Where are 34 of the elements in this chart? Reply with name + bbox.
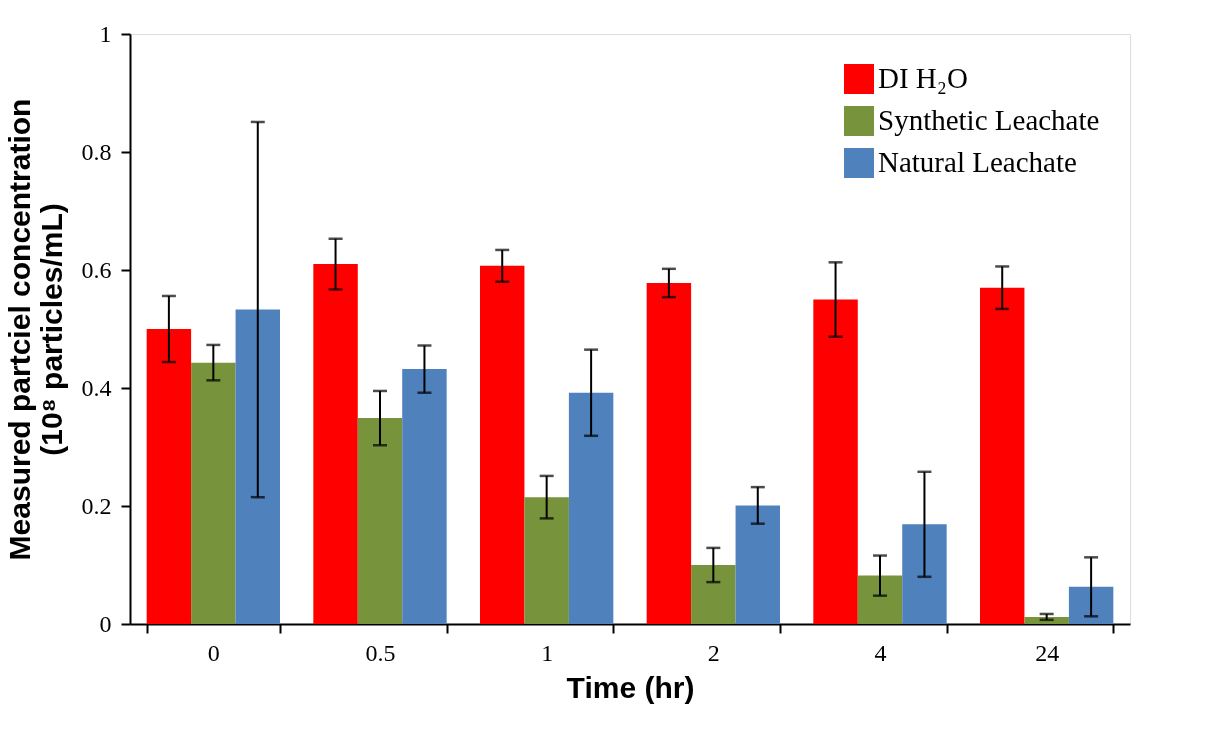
bar [902,524,947,624]
y-axis-title: Measured partciel concentration (10⁸ particles/mL) [2,98,68,561]
bar [691,565,736,624]
bar [235,309,280,624]
y-tick-label: 0.6 [81,256,112,283]
legend-label: Synthetic Leachate [878,104,1100,136]
x-tick-label: 24 [1035,639,1060,666]
bar [402,369,447,624]
bar [480,265,525,624]
bar [357,418,403,624]
bar [857,575,903,624]
bar [146,329,192,624]
y-tick-label: 1 [99,20,112,47]
bar [568,392,614,624]
x-tick-label: 2 [707,639,720,666]
y-tick-label: 0.2 [81,492,112,519]
legend-label: DI H₂O [878,62,968,94]
bar [980,287,1025,624]
bar [524,497,569,624]
x-tick-label: 0 [207,639,220,666]
y-tick-label: 0 [99,610,112,637]
bar [1068,586,1114,624]
bar [191,362,236,624]
x-axis-title: Time (hr) [566,670,695,704]
y-tick-label: 0.8 [81,138,112,165]
x-tick-label: 0.5 [365,639,396,666]
y-tick-label: 0.4 [81,374,112,401]
bar [313,264,358,624]
x-tick-label: 1 [541,639,554,666]
x-tick-label: 4 [874,639,887,666]
bar [813,299,858,624]
legend-label: Natural Leachate [878,146,1077,178]
bar [646,282,692,624]
bar [735,505,780,624]
